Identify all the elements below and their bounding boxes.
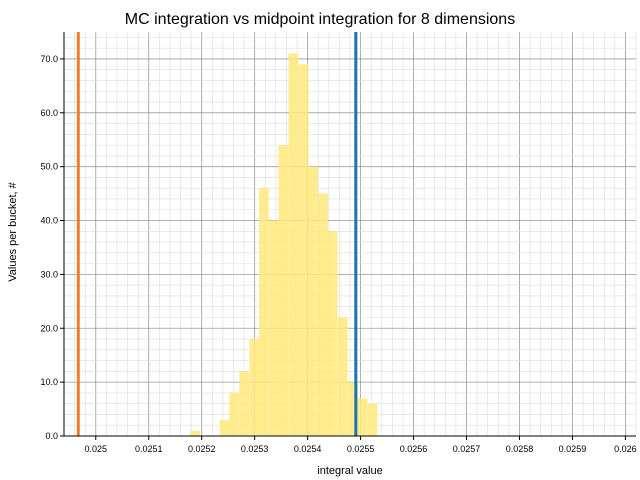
histogram-bar (298, 64, 309, 436)
reference-lines (76, 32, 358, 436)
y-tick-labels: 0.0 10.0 20.0 30.0 40.0 50.0 60.0 70.0 (40, 54, 64, 441)
histogram-bar (249, 339, 260, 436)
x-tick-label: 0.0259 (559, 444, 587, 454)
histogram-bars (190, 53, 378, 437)
x-tick-label: 0.0256 (400, 444, 428, 454)
y-tick-label: 20.0 (40, 323, 58, 333)
histogram-bar (268, 220, 279, 436)
histogram-bar (278, 145, 289, 436)
histogram-bar (258, 188, 269, 436)
histogram-bar (347, 382, 358, 436)
x-tick-label: 0.0254 (294, 444, 322, 454)
histogram-bar (190, 430, 200, 436)
y-tick-label: 70.0 (40, 54, 58, 64)
histogram-bar (327, 231, 338, 436)
histogram-bar (239, 371, 250, 436)
y-tick-label: 60.0 (40, 108, 58, 118)
x-tick-label: 0.0251 (135, 444, 163, 454)
histogram-bar (367, 403, 378, 436)
y-tick-label: 10.0 (40, 377, 58, 387)
histogram-bar (357, 398, 368, 436)
y-axis-label: Values per bucket, # (7, 181, 19, 281)
x-tick-label: 0.0253 (241, 444, 269, 454)
axes (63, 32, 636, 437)
x-tick-label: 0.025 (85, 444, 108, 454)
y-tick-label: 40.0 (40, 216, 58, 226)
grid-lines (64, 32, 637, 437)
x-tick-label: 0.0257 (453, 444, 481, 454)
y-tick-label: 30.0 (40, 269, 58, 279)
histogram-bar (318, 193, 329, 436)
histogram-bar (219, 419, 230, 436)
x-tick-labels: 0.025 0.0251 0.0252 0.0253 0.0254 0.0255 0.025… (85, 436, 637, 454)
x-axis-label: integral value (317, 465, 382, 477)
x-tick-label: 0.026 (614, 444, 637, 454)
x-tick-label: 0.0258 (506, 444, 534, 454)
histogram-bar (337, 317, 348, 436)
histogram-bar (308, 166, 318, 436)
y-tick-label: 50.0 (40, 162, 58, 172)
histogram-bar (229, 392, 240, 436)
x-tick-label: 0.0252 (188, 444, 216, 454)
chart-title: MC integration vs midpoint integration f… (125, 11, 515, 28)
y-tick-label: 0.0 (45, 431, 58, 441)
x-tick-label: 0.0255 (347, 444, 375, 454)
histogram-bar (288, 53, 299, 437)
